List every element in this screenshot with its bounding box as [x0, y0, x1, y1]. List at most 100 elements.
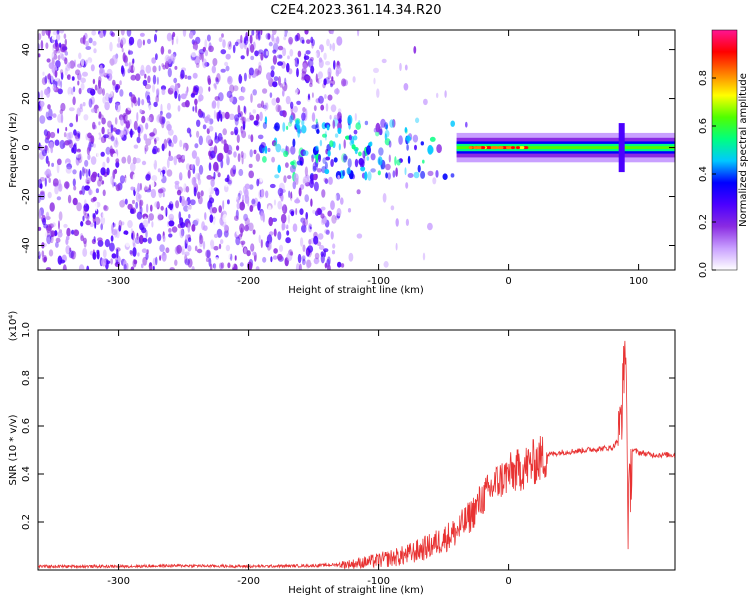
heatmap-blob [216, 73, 221, 83]
heatmap-blob [273, 76, 279, 82]
heatmap-blob [184, 254, 188, 264]
heatmap-blob [427, 170, 434, 177]
heatmap-blob [145, 84, 152, 90]
heatmap-blob [65, 235, 70, 241]
heatmap-blob [94, 133, 100, 140]
heatmap-blob [217, 172, 221, 178]
heatmap-blob [50, 236, 56, 243]
heatmap-blob [300, 237, 304, 247]
heatmap-blob [43, 258, 46, 263]
heatmap-blob [51, 51, 55, 62]
heatmap-blob [388, 140, 392, 148]
heatmap-blob [85, 46, 92, 50]
colorbar-tick-label: 0.0 [698, 262, 709, 278]
heatmap-blob [54, 139, 60, 146]
heatmap-blob [88, 168, 91, 177]
heatmap-blob [110, 258, 113, 265]
heatmap-blob [93, 143, 96, 148]
heatmap-blob [373, 77, 376, 85]
heatmap-blob [45, 267, 52, 270]
heatmap-blob [287, 121, 293, 127]
heatmap-blob [255, 33, 259, 40]
heatmap-blob [229, 84, 235, 93]
heatmap-blob [49, 202, 55, 212]
heatmap-blob [269, 183, 276, 189]
heatmap-blob [285, 162, 289, 168]
heatmap-blob [278, 76, 281, 86]
heatmap-blob [83, 240, 87, 248]
heatmap-blob [241, 130, 247, 139]
heatmap-blob [177, 105, 181, 112]
heatmap-blob [342, 169, 346, 177]
heatmap-blob [132, 240, 136, 246]
heatmap-blob [225, 65, 230, 72]
heatmap-blob [195, 104, 198, 113]
heatmap-blob [325, 229, 330, 235]
heatmap-blob [403, 83, 409, 91]
heatmap-blob [149, 92, 155, 99]
heatmap-blob [295, 119, 300, 129]
heatmap-blob [91, 30, 97, 36]
heatmap-blob [213, 263, 217, 270]
heatmap-blob [412, 134, 419, 143]
heatmap-blob [44, 229, 48, 239]
heatmap-blob [146, 261, 149, 266]
heatmap-blob [107, 131, 113, 140]
heatmap-blob [301, 70, 307, 80]
heatmap-blob [289, 115, 293, 124]
heatmap-blob [221, 33, 224, 38]
heatmap-blob [388, 154, 391, 163]
heatmap-blob [188, 237, 192, 243]
heatmap-blob [90, 64, 95, 72]
heatmap-blob [206, 34, 211, 42]
heatmap-blob [208, 45, 214, 53]
heatmap-blob [241, 199, 244, 207]
heatmap-blob [487, 146, 492, 150]
x-tick-label: -100 [367, 276, 390, 287]
heatmap-blob [310, 36, 314, 44]
heatmap-blob [337, 108, 342, 114]
heatmap-blob [243, 247, 247, 255]
heatmap-blob [356, 189, 361, 195]
heatmap-blob [465, 121, 468, 128]
heatmap-blob [242, 246, 248, 255]
heatmap-blob [355, 122, 362, 130]
heatmap-blob [317, 71, 323, 79]
heatmap-blob [336, 60, 340, 66]
heatmap-blob [146, 203, 149, 213]
heatmap-blob [194, 245, 198, 252]
heatmap-blob [249, 149, 253, 158]
heatmap-blob [330, 159, 334, 167]
heatmap-blob [38, 248, 41, 256]
heatmap-blob [313, 181, 319, 192]
heatmap-blob [327, 150, 331, 157]
heatmap-blob [178, 93, 181, 102]
heatmap-blob [277, 231, 282, 241]
heatmap-blob [48, 177, 51, 183]
heatmap-blob [167, 67, 172, 78]
heatmap-blob [183, 147, 186, 155]
heatmap-blob [318, 154, 321, 163]
heatmap-blob [276, 54, 283, 59]
heatmap-blob [109, 41, 113, 52]
heatmap-blob [310, 179, 314, 184]
heatmap-blob [122, 112, 128, 121]
heatmap-blob [244, 194, 250, 204]
snr-y-label: SNR (10 * v/v) [8, 414, 19, 485]
heatmap-blob [348, 252, 354, 262]
heatmap-blob [318, 245, 325, 250]
heatmap-blob [436, 92, 439, 99]
heatmap-blob [306, 249, 309, 256]
heatmap-blob [311, 124, 318, 130]
heatmap-blob [392, 170, 396, 178]
heatmap-blob [266, 234, 273, 245]
heatmap-blob [204, 92, 207, 97]
y-tick-label: 40 [21, 43, 32, 56]
heatmap-blob [122, 198, 125, 205]
heatmap-blob [56, 163, 60, 174]
heatmap-blob [46, 172, 52, 177]
heatmap-blob [78, 52, 82, 60]
heatmap-blob [160, 45, 165, 55]
heatmap-blob [243, 72, 247, 82]
heatmap-blob [301, 125, 307, 134]
